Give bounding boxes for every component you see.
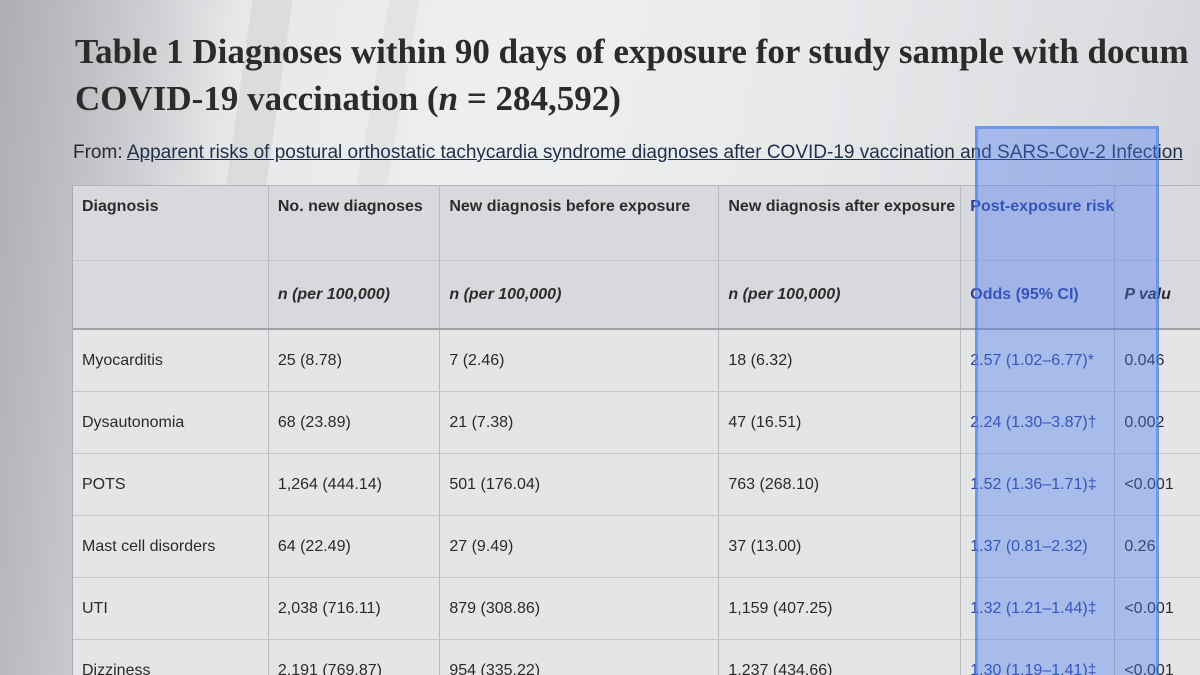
- cell-diagnosis: Mast cell disorders: [73, 515, 269, 578]
- col-header-post-exposure-risk: Post-exposure risk: [960, 186, 1116, 261]
- subheader-text: n (per 100,000): [728, 285, 841, 303]
- source-article-link[interactable]: Apparent risks of postural orthostatic t…: [126, 142, 1183, 163]
- cell-new-diagnoses: 25 (8.78): [268, 329, 441, 392]
- cell-before-exposure: 501 (176.04): [439, 453, 720, 516]
- cell-p-value: <0.001: [1114, 577, 1200, 640]
- table-row: POTS 1,264 (444.14) 501 (176.04) 763 (26…: [73, 453, 1200, 516]
- cell-p-value: 0.046: [1114, 329, 1200, 392]
- subheader-n-per-100000: n (per 100,000): [718, 260, 962, 330]
- cell-p-value: <0.001: [1114, 453, 1200, 516]
- col-header-after-exposure: New diagnosis after exposure: [718, 186, 962, 261]
- subheader-row: n (per 100,000) n (per 100,000) n (per 1…: [73, 260, 1200, 330]
- cell-new-diagnoses: 68 (23.89): [268, 391, 441, 454]
- title-variable: n: [438, 79, 459, 118]
- cell-after-exposure: 47 (16.51): [718, 391, 962, 454]
- cell-after-exposure: 37 (13.00): [718, 515, 962, 578]
- table-row: Dizziness 2,191 (769.87) 954 (335.22) 1,…: [73, 639, 1200, 675]
- subheader-text: n (per 100,000): [449, 285, 562, 303]
- cell-after-exposure: 18 (6.32): [718, 329, 962, 392]
- cell-new-diagnoses: 1,264 (444.14): [268, 453, 441, 516]
- subheader-text: n (per 100,000): [277, 285, 390, 303]
- table-row: Myocarditis 25 (8.78) 7 (2.46) 18 (6.32)…: [73, 329, 1200, 392]
- cell-diagnosis: UTI: [73, 577, 269, 640]
- cell-after-exposure: 763 (268.10): [718, 453, 962, 516]
- cell-diagnosis: Myocarditis: [73, 329, 269, 392]
- header-row: Diagnosis No. new diagnoses New diagnosi…: [73, 186, 1200, 261]
- source-line: From: Apparent risks of postural orthost…: [73, 142, 1183, 164]
- cell-p-value: 0.002: [1114, 391, 1200, 454]
- table-title-line-2: COVID-19 vaccination (n = 284,592): [75, 75, 1200, 122]
- table-title-line-1: Table 1 Diagnoses within 90 days of expo…: [75, 32, 1189, 71]
- table-row: UTI 2,038 (716.11) 879 (308.86) 1,159 (4…: [73, 577, 1200, 640]
- cell-diagnosis: Dizziness: [73, 639, 269, 675]
- table-title: Table 1 Diagnoses within 90 days of expo…: [75, 28, 1200, 122]
- cell-new-diagnoses: 2,191 (769.87): [268, 639, 441, 675]
- cell-odds: 1.52 (1.36–1.71)‡: [960, 453, 1116, 516]
- cell-new-diagnoses: 64 (22.49): [268, 515, 441, 578]
- cell-diagnosis: Dysautonomia: [73, 391, 269, 454]
- cell-p-value: 0.26: [1114, 515, 1200, 578]
- table-row: Mast cell disorders 64 (22.49) 27 (9.49)…: [73, 515, 1200, 578]
- subheader-odds-ci: Odds (95% CI): [960, 260, 1116, 330]
- cell-before-exposure: 27 (9.49): [439, 515, 720, 578]
- cell-p-value: <0.001: [1114, 639, 1200, 675]
- cell-before-exposure: 954 (335.22): [439, 639, 720, 675]
- source-prefix: From:: [73, 142, 127, 163]
- cell-before-exposure: 879 (308.86): [439, 577, 720, 640]
- table-row: Dysautonomia 68 (23.89) 21 (7.38) 47 (16…: [73, 391, 1200, 454]
- cell-before-exposure: 21 (7.38): [439, 391, 720, 454]
- diagnoses-table-container: Diagnosis No. new diagnoses New diagnosi…: [72, 185, 1200, 675]
- subheader-n-per-100000: n (per 100,000): [439, 260, 720, 330]
- cell-odds: 2.57 (1.02–6.77)*: [960, 329, 1116, 392]
- subheader-p-value: P valu: [1114, 260, 1200, 330]
- col-header-empty: [1114, 186, 1200, 261]
- cell-new-diagnoses: 2,038 (716.11): [268, 577, 441, 640]
- col-header-diagnosis: Diagnosis: [73, 186, 269, 261]
- cell-odds: 2.24 (1.30–3.87)†: [960, 391, 1116, 454]
- subheader-n-per-100000: n (per 100,000): [268, 260, 441, 330]
- diagnoses-table: Diagnosis No. new diagnoses New diagnosi…: [73, 186, 1200, 675]
- cell-odds: 1.30 (1.19–1.41)‡: [960, 639, 1116, 675]
- cell-diagnosis: POTS: [73, 453, 269, 516]
- subheader-text: P valu: [1124, 285, 1171, 303]
- cell-odds: 1.32 (1.21–1.44)‡: [960, 577, 1116, 640]
- title-text: COVID-19 vaccination (: [75, 79, 439, 118]
- cell-odds: 1.37 (0.81–2.32): [960, 515, 1116, 578]
- cell-before-exposure: 7 (2.46): [439, 329, 720, 392]
- col-header-new-diagnoses: No. new diagnoses: [268, 186, 441, 261]
- cell-after-exposure: 1,237 (434.66): [718, 639, 962, 675]
- subheader-empty: [73, 260, 269, 330]
- col-header-before-exposure: New diagnosis before exposure: [439, 186, 720, 261]
- title-count: = 284,592): [458, 79, 621, 118]
- cell-after-exposure: 1,159 (407.25): [718, 577, 962, 640]
